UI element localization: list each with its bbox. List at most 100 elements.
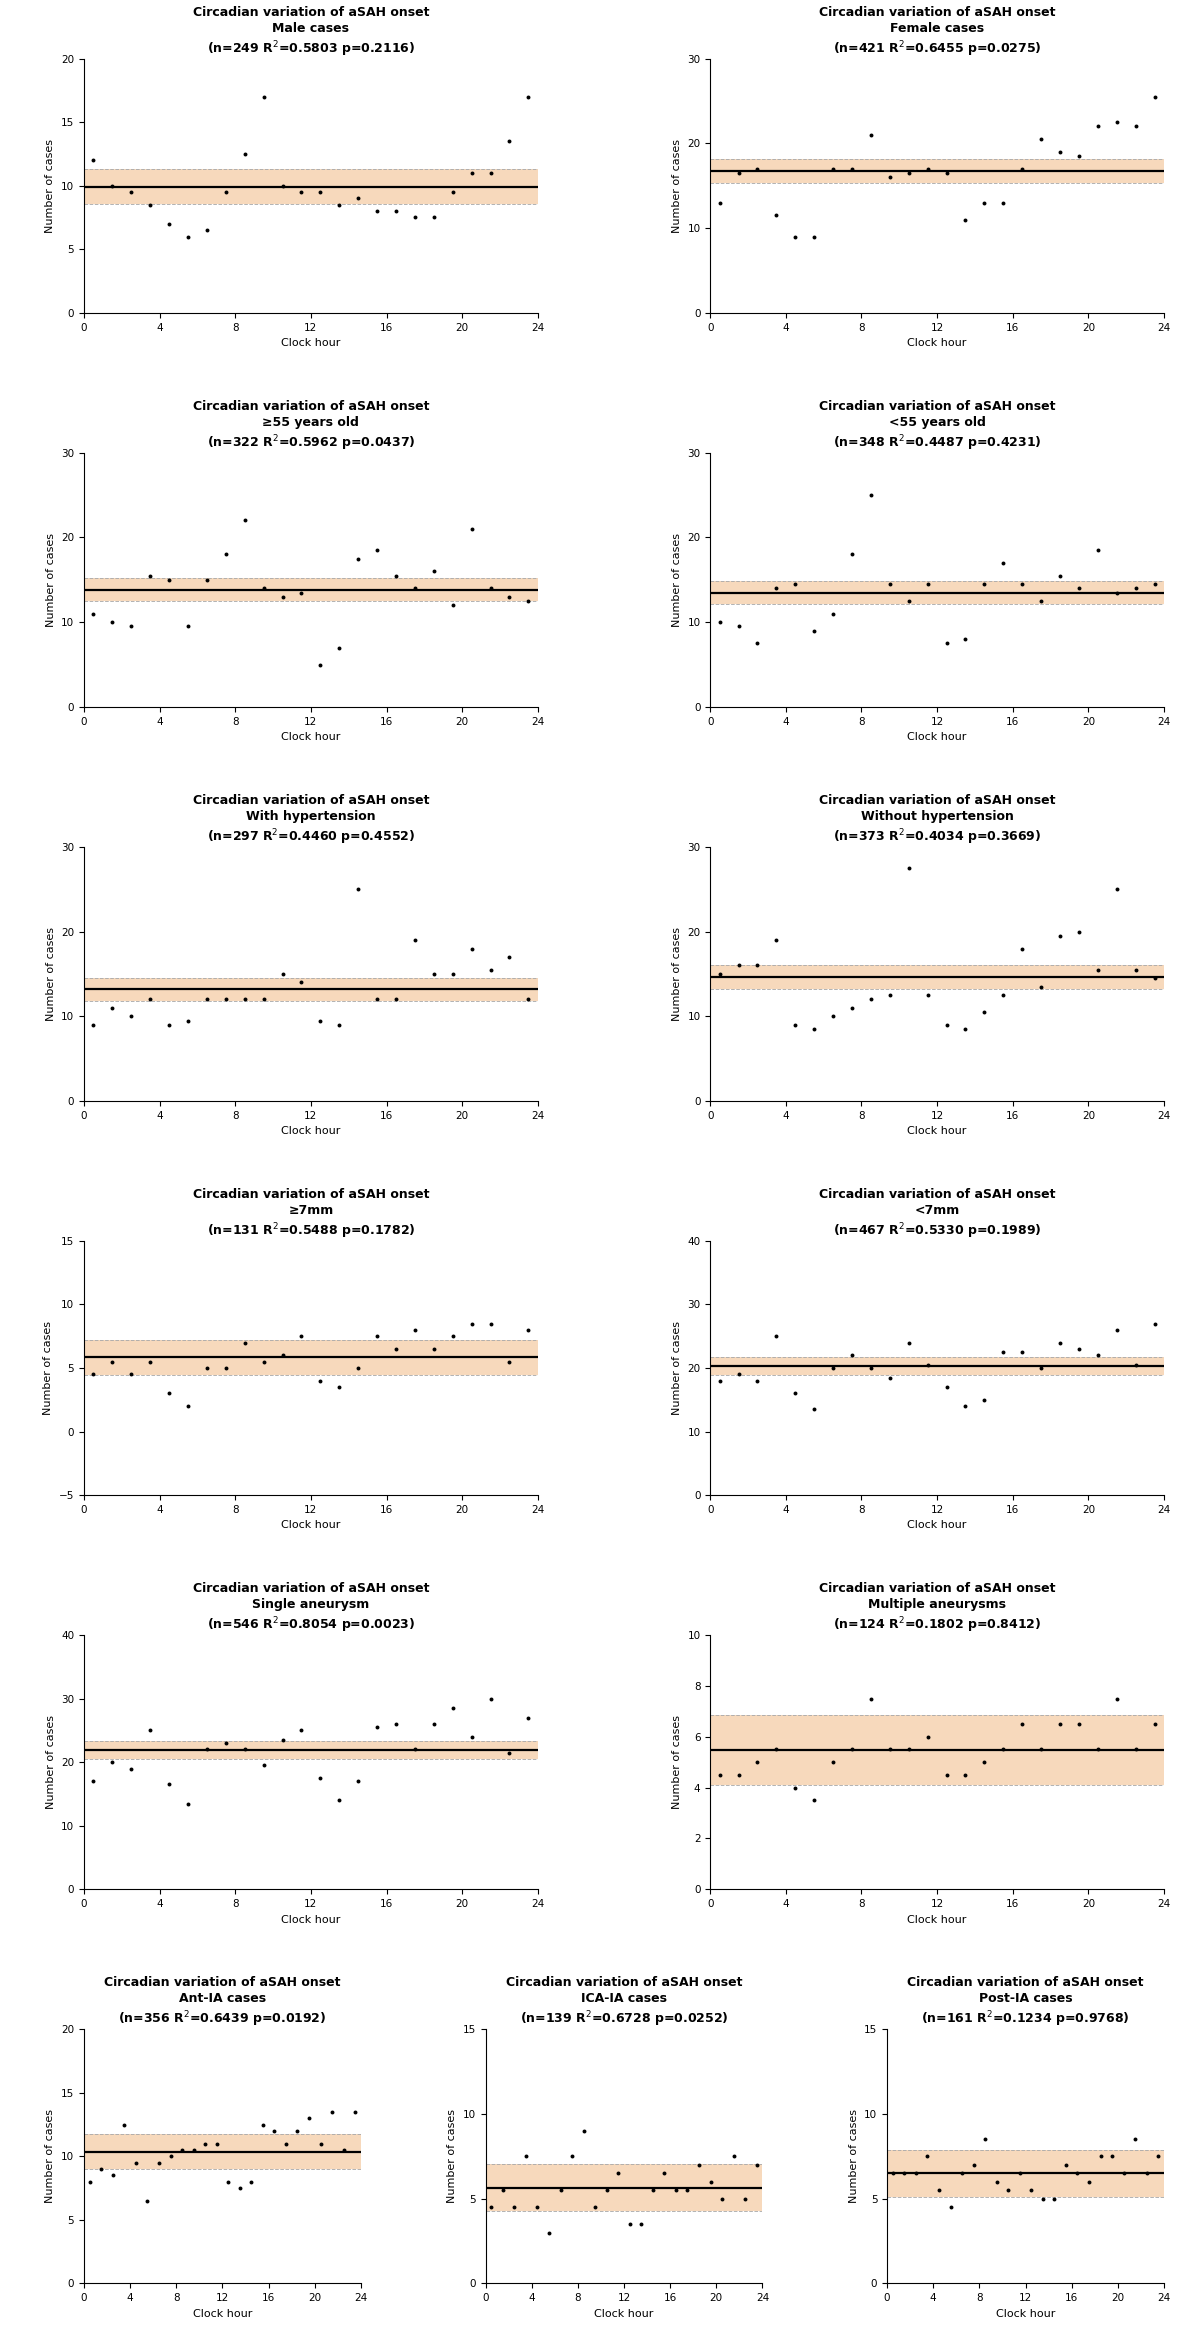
Point: [690, 2145, 709, 2183]
Point: [330, 1782, 349, 1820]
Point: [862, 981, 881, 1019]
Point: [179, 218, 198, 255]
Point: [631, 2206, 650, 2244]
Point: [443, 1689, 462, 1726]
Point: [1088, 108, 1108, 145]
Point: [235, 136, 254, 173]
Point: [406, 1731, 425, 1768]
Point: [481, 2187, 500, 2225]
Point: [937, 1368, 956, 1405]
Point: [964, 2145, 983, 2183]
Point: [518, 77, 538, 115]
Point: [1032, 583, 1051, 621]
Point: [216, 1724, 235, 1761]
Point: [348, 871, 367, 909]
Point: [586, 2187, 605, 2225]
Point: [493, 2171, 512, 2209]
Point: [994, 1333, 1013, 1370]
Point: [842, 150, 862, 187]
Title: Circadian variation of aSAH onset
ICA-IA cases
(n=139 R$^2$=0.6728 p=0.0252): Circadian variation of aSAH onset ICA-IA…: [505, 1977, 743, 2028]
Point: [1088, 1337, 1108, 1375]
Point: [899, 1731, 918, 1768]
Point: [406, 1312, 425, 1349]
Point: [272, 1721, 292, 1759]
Point: [823, 150, 842, 187]
Point: [216, 1349, 235, 1386]
Point: [235, 1323, 254, 1361]
Point: [1068, 2155, 1087, 2192]
Point: [786, 218, 805, 255]
Point: [899, 850, 918, 888]
Point: [1145, 1304, 1164, 1342]
X-axis label: Clock hour: Clock hour: [281, 337, 341, 349]
Point: [121, 607, 140, 644]
Point: [443, 1319, 462, 1356]
Title: Circadian variation of aSAH onset
Single aneurysm
(n=546 R$^2$=0.8054 p=0.0023): Circadian variation of aSAH onset Single…: [193, 1583, 430, 1635]
Point: [330, 1368, 349, 1405]
Point: [265, 2112, 284, 2150]
Point: [994, 543, 1013, 581]
Point: [84, 141, 103, 178]
Point: [937, 1007, 956, 1045]
Y-axis label: Number of cases: Number of cases: [672, 1714, 682, 1808]
Point: [140, 1712, 160, 1749]
Point: [767, 197, 786, 234]
Point: [998, 2171, 1018, 2209]
Point: [881, 564, 900, 602]
Point: [899, 155, 918, 192]
Point: [974, 1742, 994, 1780]
Point: [330, 630, 349, 667]
Point: [574, 2112, 593, 2150]
Point: [348, 180, 367, 218]
Point: [1091, 2138, 1110, 2176]
Point: [748, 2145, 767, 2183]
Point: [883, 2155, 902, 2192]
Point: [272, 166, 292, 204]
Point: [406, 199, 425, 237]
Point: [179, 1386, 198, 1424]
Point: [655, 2155, 674, 2192]
Point: [84, 1764, 103, 1801]
Point: [103, 2157, 122, 2194]
Point: [103, 166, 122, 204]
Point: [805, 1782, 824, 1820]
Point: [748, 946, 767, 984]
Point: [862, 1349, 881, 1386]
Point: [103, 988, 122, 1026]
Point: [1145, 1705, 1164, 1742]
Point: [1045, 2180, 1064, 2218]
Point: [292, 1712, 311, 1749]
Point: [208, 2124, 227, 2162]
Point: [988, 2164, 1007, 2201]
Point: [235, 501, 254, 539]
Title: Circadian variation of aSAH onset
Ant-IA cases
(n=356 R$^2$=0.6439 p=0.0192): Circadian variation of aSAH onset Ant-IA…: [104, 1977, 341, 2028]
Point: [918, 977, 937, 1014]
Point: [254, 1747, 274, 1785]
Title: Circadian variation of aSAH onset
With hypertension
(n=297 R$^2$=0.4460 p=0.4552: Circadian variation of aSAH onset With h…: [193, 794, 430, 848]
Point: [823, 595, 842, 632]
Point: [518, 583, 538, 621]
Point: [330, 1007, 349, 1045]
Point: [918, 2138, 937, 2176]
Point: [598, 2171, 617, 2209]
Point: [1108, 1679, 1127, 1717]
Point: [994, 185, 1013, 222]
Point: [462, 155, 481, 192]
Point: [197, 981, 216, 1019]
Point: [1032, 119, 1051, 157]
Point: [230, 2169, 250, 2206]
Point: [1108, 1312, 1127, 1349]
Point: [334, 2131, 353, 2169]
Point: [160, 206, 179, 244]
Point: [1069, 569, 1088, 607]
Point: [254, 1342, 274, 1379]
Point: [462, 930, 481, 967]
Point: [728, 155, 748, 192]
Point: [710, 185, 730, 222]
Point: [1056, 2145, 1075, 2183]
Point: [1114, 2155, 1133, 2192]
Point: [161, 2138, 180, 2176]
Point: [254, 77, 274, 115]
Point: [346, 2094, 365, 2131]
Point: [311, 173, 330, 211]
